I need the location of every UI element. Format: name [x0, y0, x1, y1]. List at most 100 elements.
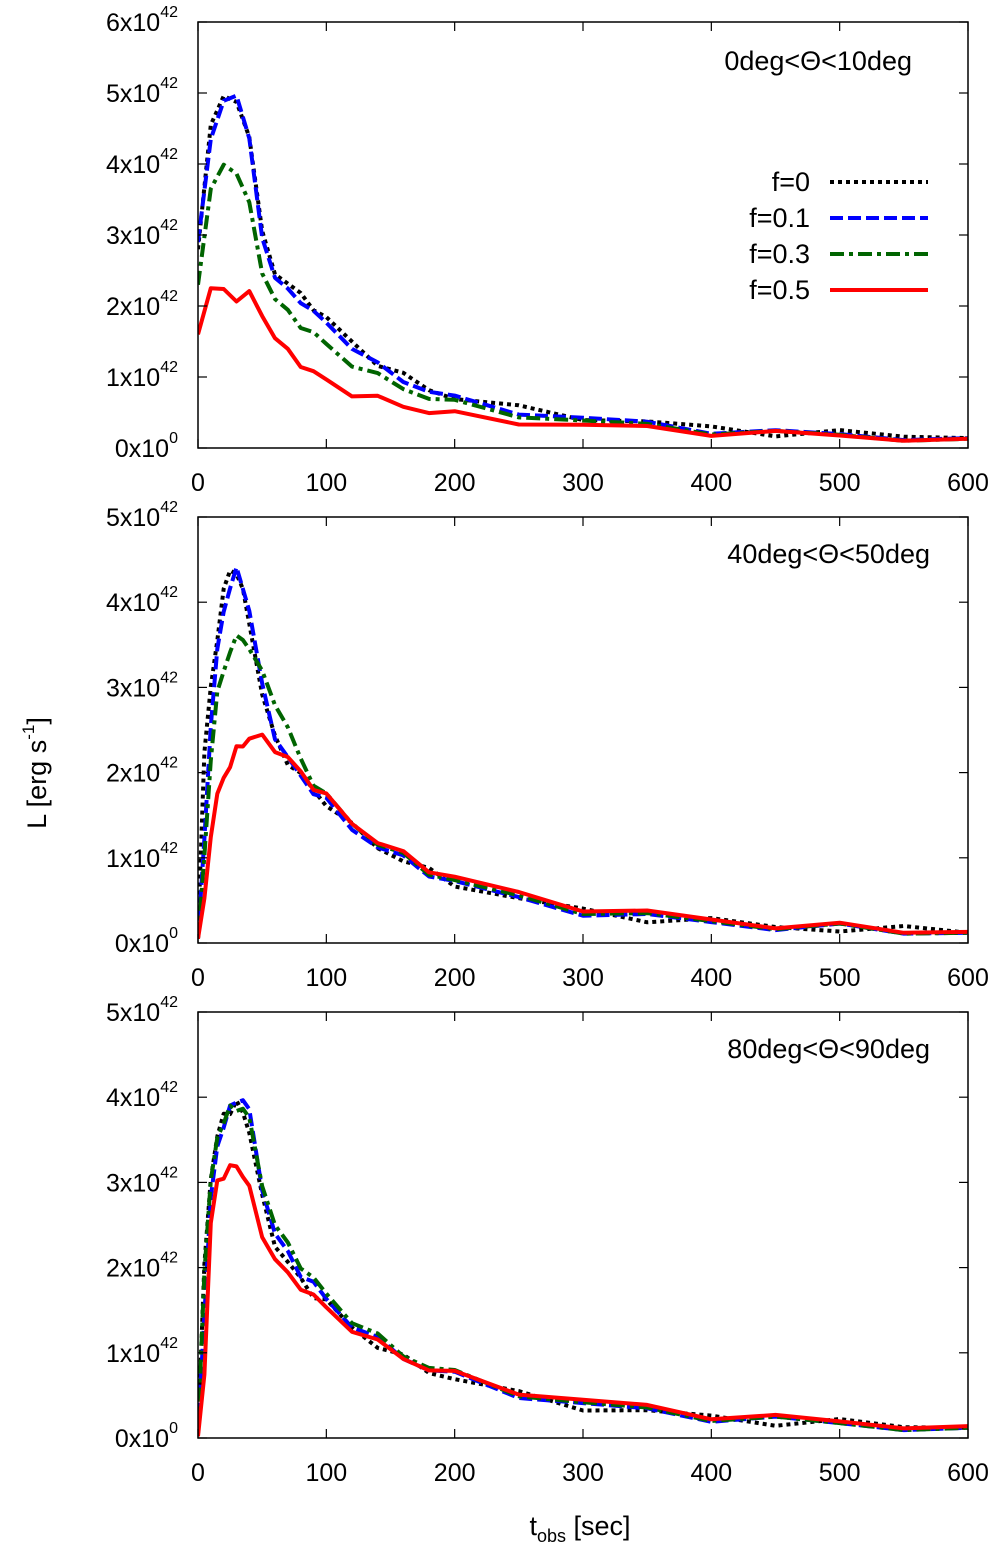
y-tick-exponent: 42 [160, 1164, 178, 1181]
plot-frame [197, 1011, 969, 1439]
x-tick-label: 200 [434, 1459, 476, 1487]
series-group [198, 565, 968, 940]
panel-annotation: 0deg<Θ<10deg [724, 46, 912, 76]
legend-label: f=0.5 [749, 275, 810, 305]
x-tick-label: 100 [305, 964, 347, 992]
y-tick-exponent: 42 [160, 994, 178, 1011]
x-tick-label: 400 [690, 1459, 732, 1487]
y-axis-label-main: L [erg s [22, 740, 52, 829]
y-tick-exponent: 42 [160, 75, 178, 92]
y-tick-exponent: 42 [160, 584, 178, 601]
y-tick-exponent: 42 [160, 840, 178, 857]
y-tick-label: 1x1042 [106, 840, 178, 873]
series-line-f-0-5 [198, 1163, 968, 1437]
x-tick-label: 300 [562, 469, 604, 497]
y-tick-exponent: 42 [160, 4, 178, 21]
x-tick-label: 300 [562, 1459, 604, 1487]
panel-annotation: 80deg<Θ<90deg [727, 1034, 930, 1064]
y-tick-mantissa: 1x10 [106, 845, 160, 873]
y-tick-exponent: 0 [169, 430, 178, 447]
y-tick-exponent: 42 [160, 1335, 178, 1352]
y-tick-mantissa: 5x10 [106, 80, 160, 108]
series-line-f-0-1 [198, 565, 968, 939]
y-tick-exponent: 42 [160, 288, 178, 305]
y-tick-label: 3x1042 [106, 1164, 178, 1197]
y-tick-mantissa: 2x10 [106, 1255, 160, 1283]
y-tick-mantissa: 3x10 [106, 1169, 160, 1197]
y-tick-mantissa: 1x10 [106, 1340, 160, 1368]
y-tick-exponent: 42 [160, 755, 178, 772]
y-tick-label: 5x1042 [106, 499, 178, 532]
x-tick-label: 200 [434, 964, 476, 992]
y-tick-mantissa: 6x10 [106, 9, 160, 37]
series-line-f-0-3 [198, 633, 968, 939]
y-tick-exponent: 42 [160, 1250, 178, 1267]
panels: 0 100 200 300 400 500 6000x1001x10422x10423x10… [106, 4, 989, 1487]
x-tick-label: 600 [947, 1459, 989, 1487]
y-tick-label: 4x1042 [106, 584, 178, 617]
x-tick-label: 600 [947, 964, 989, 992]
series-line-f-0-1 [198, 93, 968, 443]
y-tick-mantissa: 0x10 [115, 930, 169, 958]
y-tick-mantissa: 0x10 [115, 435, 169, 463]
series-group [198, 1098, 968, 1437]
y-tick-mantissa: 3x10 [106, 222, 160, 250]
y-tick-mantissa: 5x10 [106, 504, 160, 532]
y-tick-label: 0x100 [115, 430, 178, 463]
series-line-f-0-5 [198, 286, 968, 443]
y-tick-label: 4x1042 [106, 1079, 178, 1112]
y-axis-label: L [erg s-1] [19, 717, 52, 829]
plot-frame [197, 21, 969, 449]
series-line-f-0-1 [198, 1098, 968, 1434]
x-tick-label: 400 [690, 964, 732, 992]
x-axis-label-rest: [sec] [566, 1511, 631, 1541]
x-axis-label: tobs [sec] [529, 1511, 630, 1545]
series-group [198, 93, 968, 443]
y-tick-label: 0x100 [115, 1420, 178, 1453]
series-line-f-0-3 [198, 162, 968, 443]
x-tick-label: 0 [191, 1459, 205, 1487]
y-tick-label: 5x1042 [106, 75, 178, 108]
x-tick-label: 600 [947, 469, 989, 497]
x-tick-label: 400 [690, 469, 732, 497]
y-tick-mantissa: 2x10 [106, 293, 160, 321]
x-axis-label-main: t [529, 1511, 537, 1541]
x-tick-label: 500 [819, 964, 861, 992]
x-tick-label: 200 [434, 469, 476, 497]
x-tick-label: 0 [191, 964, 205, 992]
x-tick-label: 300 [562, 964, 604, 992]
panel-3: 0 100 200 300 400 500 6000x1001x10422x10423x10… [106, 994, 989, 1487]
legend-label: f=0.1 [749, 203, 810, 233]
y-tick-mantissa: 4x10 [106, 1084, 160, 1112]
legend-label: f=0 [772, 167, 810, 197]
x-tick-label: 100 [305, 469, 347, 497]
y-tick-mantissa: 3x10 [106, 674, 160, 702]
legend-label: f=0.3 [749, 239, 810, 269]
series-line-f-0 [198, 94, 968, 441]
y-tick-label: 6x1042 [106, 4, 178, 37]
y-tick-label: 1x1042 [106, 1335, 178, 1368]
y-tick-label: 3x1042 [106, 217, 178, 250]
y-tick-exponent: 42 [160, 217, 178, 234]
y-tick-exponent: 42 [160, 146, 178, 163]
legend: f=0 f=0.1 f=0.3 f=0.5 [749, 167, 928, 305]
y-tick-label: 5x1042 [106, 994, 178, 1027]
x-tick-label: 500 [819, 469, 861, 497]
y-tick-mantissa: 0x10 [115, 1425, 169, 1453]
y-tick-mantissa: 2x10 [106, 760, 160, 788]
y-tick-mantissa: 1x10 [106, 364, 160, 392]
y-tick-label: 0x100 [115, 925, 178, 958]
y-tick-label: 3x1042 [106, 669, 178, 702]
x-tick-label: 500 [819, 1459, 861, 1487]
x-tick-label: 0 [191, 469, 205, 497]
series-line-f-0 [198, 568, 968, 935]
x-tick-label: 100 [305, 1459, 347, 1487]
panel-2: 0 100 200 300 400 500 6000x1001x10422x10423x10… [106, 499, 989, 992]
y-tick-label: 2x1042 [106, 755, 178, 788]
y-axis-label-close: ] [22, 717, 52, 725]
y-tick-exponent: 42 [160, 499, 178, 516]
y-tick-label: 2x1042 [106, 1250, 178, 1283]
y-tick-exponent: 42 [160, 359, 178, 376]
y-axis-label-sup: -1 [19, 725, 38, 740]
